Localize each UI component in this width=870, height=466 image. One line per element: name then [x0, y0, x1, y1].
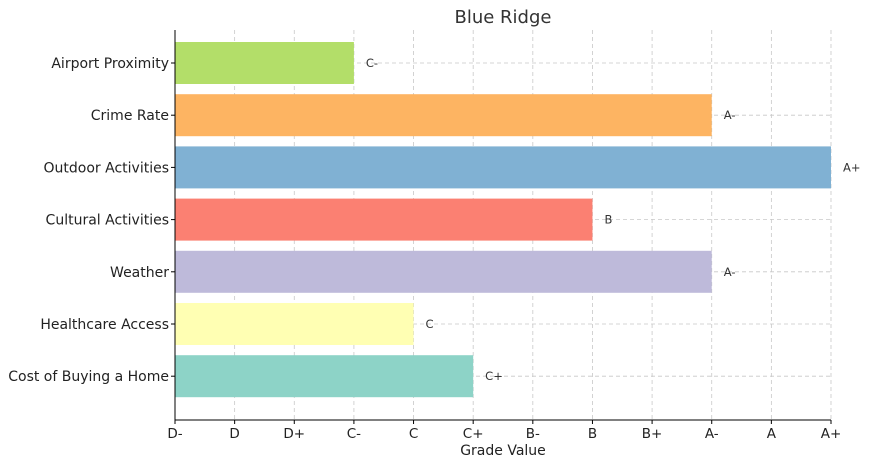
y-tick-label: Weather [110, 265, 169, 281]
y-ticks: Airport Proximity Crime Rate Outdoor Activ… [8, 56, 175, 385]
data-label: A+ [843, 160, 861, 174]
bar [175, 355, 474, 398]
x-tick-label: C- [347, 426, 361, 442]
bar [175, 198, 593, 241]
y-tick-label: Healthcare Access [40, 317, 169, 333]
y-tick-label: Cultural Activities [46, 213, 169, 229]
x-tick-label: D- [167, 426, 182, 442]
x-ticks: D- D D+ C- C C+ B- B B+ A- A A+ [167, 420, 841, 442]
data-label: A- [724, 108, 736, 122]
data-label: B [604, 213, 612, 227]
data-label: C [426, 317, 434, 331]
bar [175, 42, 354, 84]
axes [174, 30, 831, 421]
data-label: C+ [485, 369, 503, 383]
x-tick-label: B- [526, 426, 540, 442]
data-label: A- [724, 265, 736, 279]
x-tick-label: C+ [463, 426, 484, 442]
x-axis-label: Grade Value [460, 443, 546, 459]
bars [175, 42, 831, 398]
x-tick-label: B [588, 426, 597, 442]
chart-title: Blue Ridge [455, 7, 552, 28]
x-tick-label: A [767, 426, 777, 442]
bar [175, 250, 712, 293]
x-tick-label: D+ [283, 426, 305, 442]
y-tick-label: Outdoor Activities [44, 160, 169, 176]
y-tick-label: Cost of Buying a Home [8, 369, 169, 385]
x-tick-label: C [409, 426, 418, 442]
data-label: C- [366, 56, 378, 70]
y-tick-label: Crime Rate [91, 108, 169, 124]
bar [175, 303, 414, 345]
x-tick-label: A- [705, 426, 719, 442]
x-tick-label: A+ [821, 426, 842, 442]
bar [175, 146, 831, 189]
x-tick-label: B+ [642, 426, 663, 442]
data-labels: C- A- A+ B A- C C+ [366, 56, 861, 383]
bar [175, 94, 712, 137]
y-tick-label: Airport Proximity [51, 56, 169, 72]
x-tick-label: D [229, 426, 239, 442]
